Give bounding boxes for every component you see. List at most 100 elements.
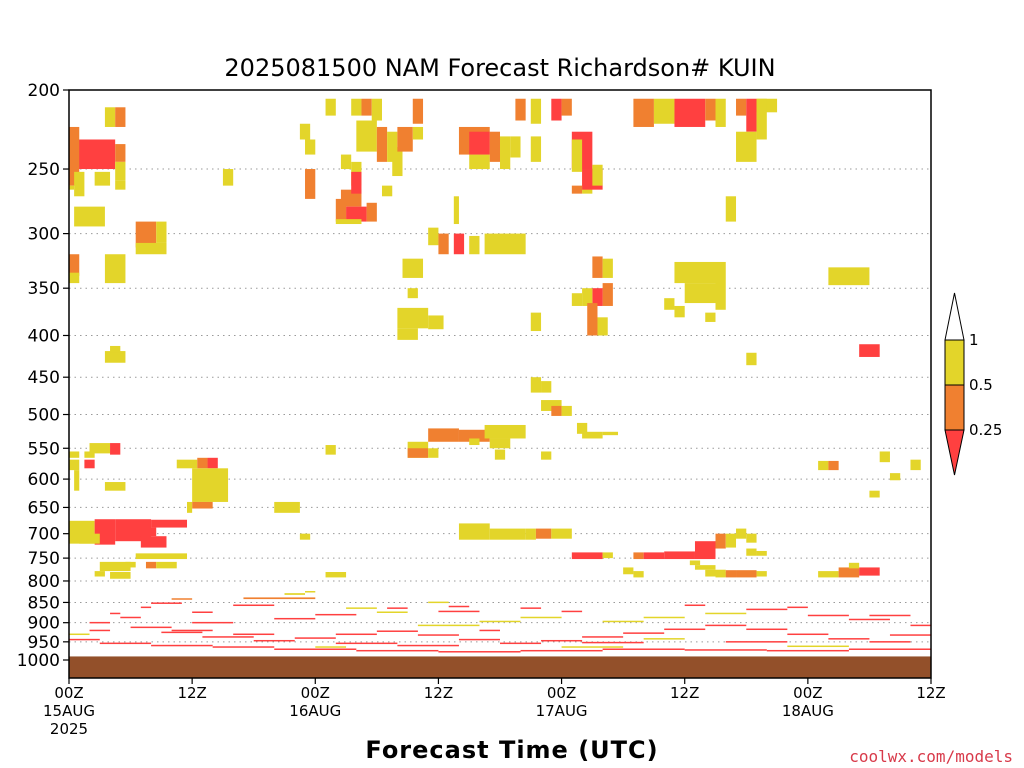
ri-cell [664,551,695,560]
ri-streak [705,612,747,615]
ri-cell [428,227,439,246]
ri-cell [705,312,716,322]
ri-cell [746,533,757,543]
y-tick-label: 950 [28,633,60,653]
ri-cell [736,98,747,116]
ri-cell [84,459,95,469]
ri-streak [664,628,706,631]
ri-cell [104,254,126,284]
ri-cell [69,185,75,190]
ri-cell [387,131,398,162]
x-tick-label: 00Z [301,684,330,702]
ri-streak [161,631,203,634]
ri-streak [99,642,152,645]
y-tick-label: 350 [28,279,60,299]
ri-cell [551,98,562,121]
ri-cell [207,457,218,469]
ri-cell [84,451,95,458]
credit-link[interactable]: coolwx.com/models [849,747,1013,766]
ri-cell [299,533,311,540]
y-tick-label: 600 [28,470,60,490]
ri-streak [787,606,808,609]
ri-streak [89,621,111,624]
ri-streak [315,646,347,648]
ri-cell [104,482,126,491]
ri-cell [453,233,465,255]
ri-streak [151,644,213,647]
ri-cell [346,206,367,222]
ri-cell [197,457,208,469]
ri-cell [859,344,880,357]
ri-cell [530,377,542,393]
ri-streak [848,618,890,621]
ri-cell [664,298,675,310]
ri-cell [192,501,213,509]
ri-cell [94,171,111,186]
ri-cell [582,288,593,306]
ri-cell [192,468,229,502]
x-tick-label: 12Z [916,684,945,702]
ri-cell [510,136,521,158]
ri-cell [715,572,726,578]
ri-cell [110,443,121,455]
y-axis-pressure: 200 250 300 350 400 450 500 550 600 650 700 750 8008… [17,81,69,671]
ri-cell [176,459,198,469]
ri-streak [274,617,316,620]
ri-cell [325,98,336,116]
ri-cell [931,447,941,458]
ri-cell [828,460,839,471]
ri-cell [469,438,480,446]
ri-cell [592,256,603,278]
ri-streak [602,648,685,650]
ri-cell [515,98,526,121]
ri-cell [335,198,347,222]
ri-streak [848,648,931,650]
y-tick-label: 650 [28,498,60,518]
ri-cell [643,552,665,560]
plot-area [69,90,931,678]
y-tick-label: 900 [28,614,60,634]
plot-frame [68,89,932,679]
ri-streak [623,632,665,634]
ri-cell [818,571,839,578]
ri-streak [335,642,398,645]
ri-cell [889,473,901,481]
ri-cell [381,185,393,197]
ri-streak [428,601,449,604]
ri-cell [602,431,619,436]
colorbar-bin [944,384,965,431]
ri-cell [74,171,85,197]
ri-cell [305,169,316,199]
ri-cell [484,233,526,255]
ri-cell [151,519,188,528]
ri-streak [69,638,100,641]
y-tick-label: 750 [28,549,60,569]
ri-cell [407,288,418,299]
ri-cell [99,561,131,572]
ri-cell [453,196,459,225]
ri-cell [633,552,644,560]
ri-streak [438,651,521,653]
ri-cell [489,438,511,449]
ri-cell [135,553,188,560]
ri-streak [582,636,624,638]
ri-cell [412,98,424,124]
y-tick-label: 250 [28,160,60,180]
ri-cell [602,258,613,278]
ri-streak [869,641,911,643]
ri-cell [535,528,552,539]
ri-streak [192,611,213,613]
ri-cell [489,528,526,540]
ri-cell [541,400,562,411]
ri-cell [305,139,316,155]
ri-cell [576,422,588,434]
ri-cell [715,533,726,549]
ri-cell [140,527,157,537]
colorbar-bin-top [944,292,965,341]
ri-cell [633,98,654,127]
x-tick-label: 12Z [424,684,453,702]
ri-cell [725,570,737,578]
ri-cell [335,219,362,225]
ri-cell [551,528,572,539]
ri-streak [274,648,357,650]
